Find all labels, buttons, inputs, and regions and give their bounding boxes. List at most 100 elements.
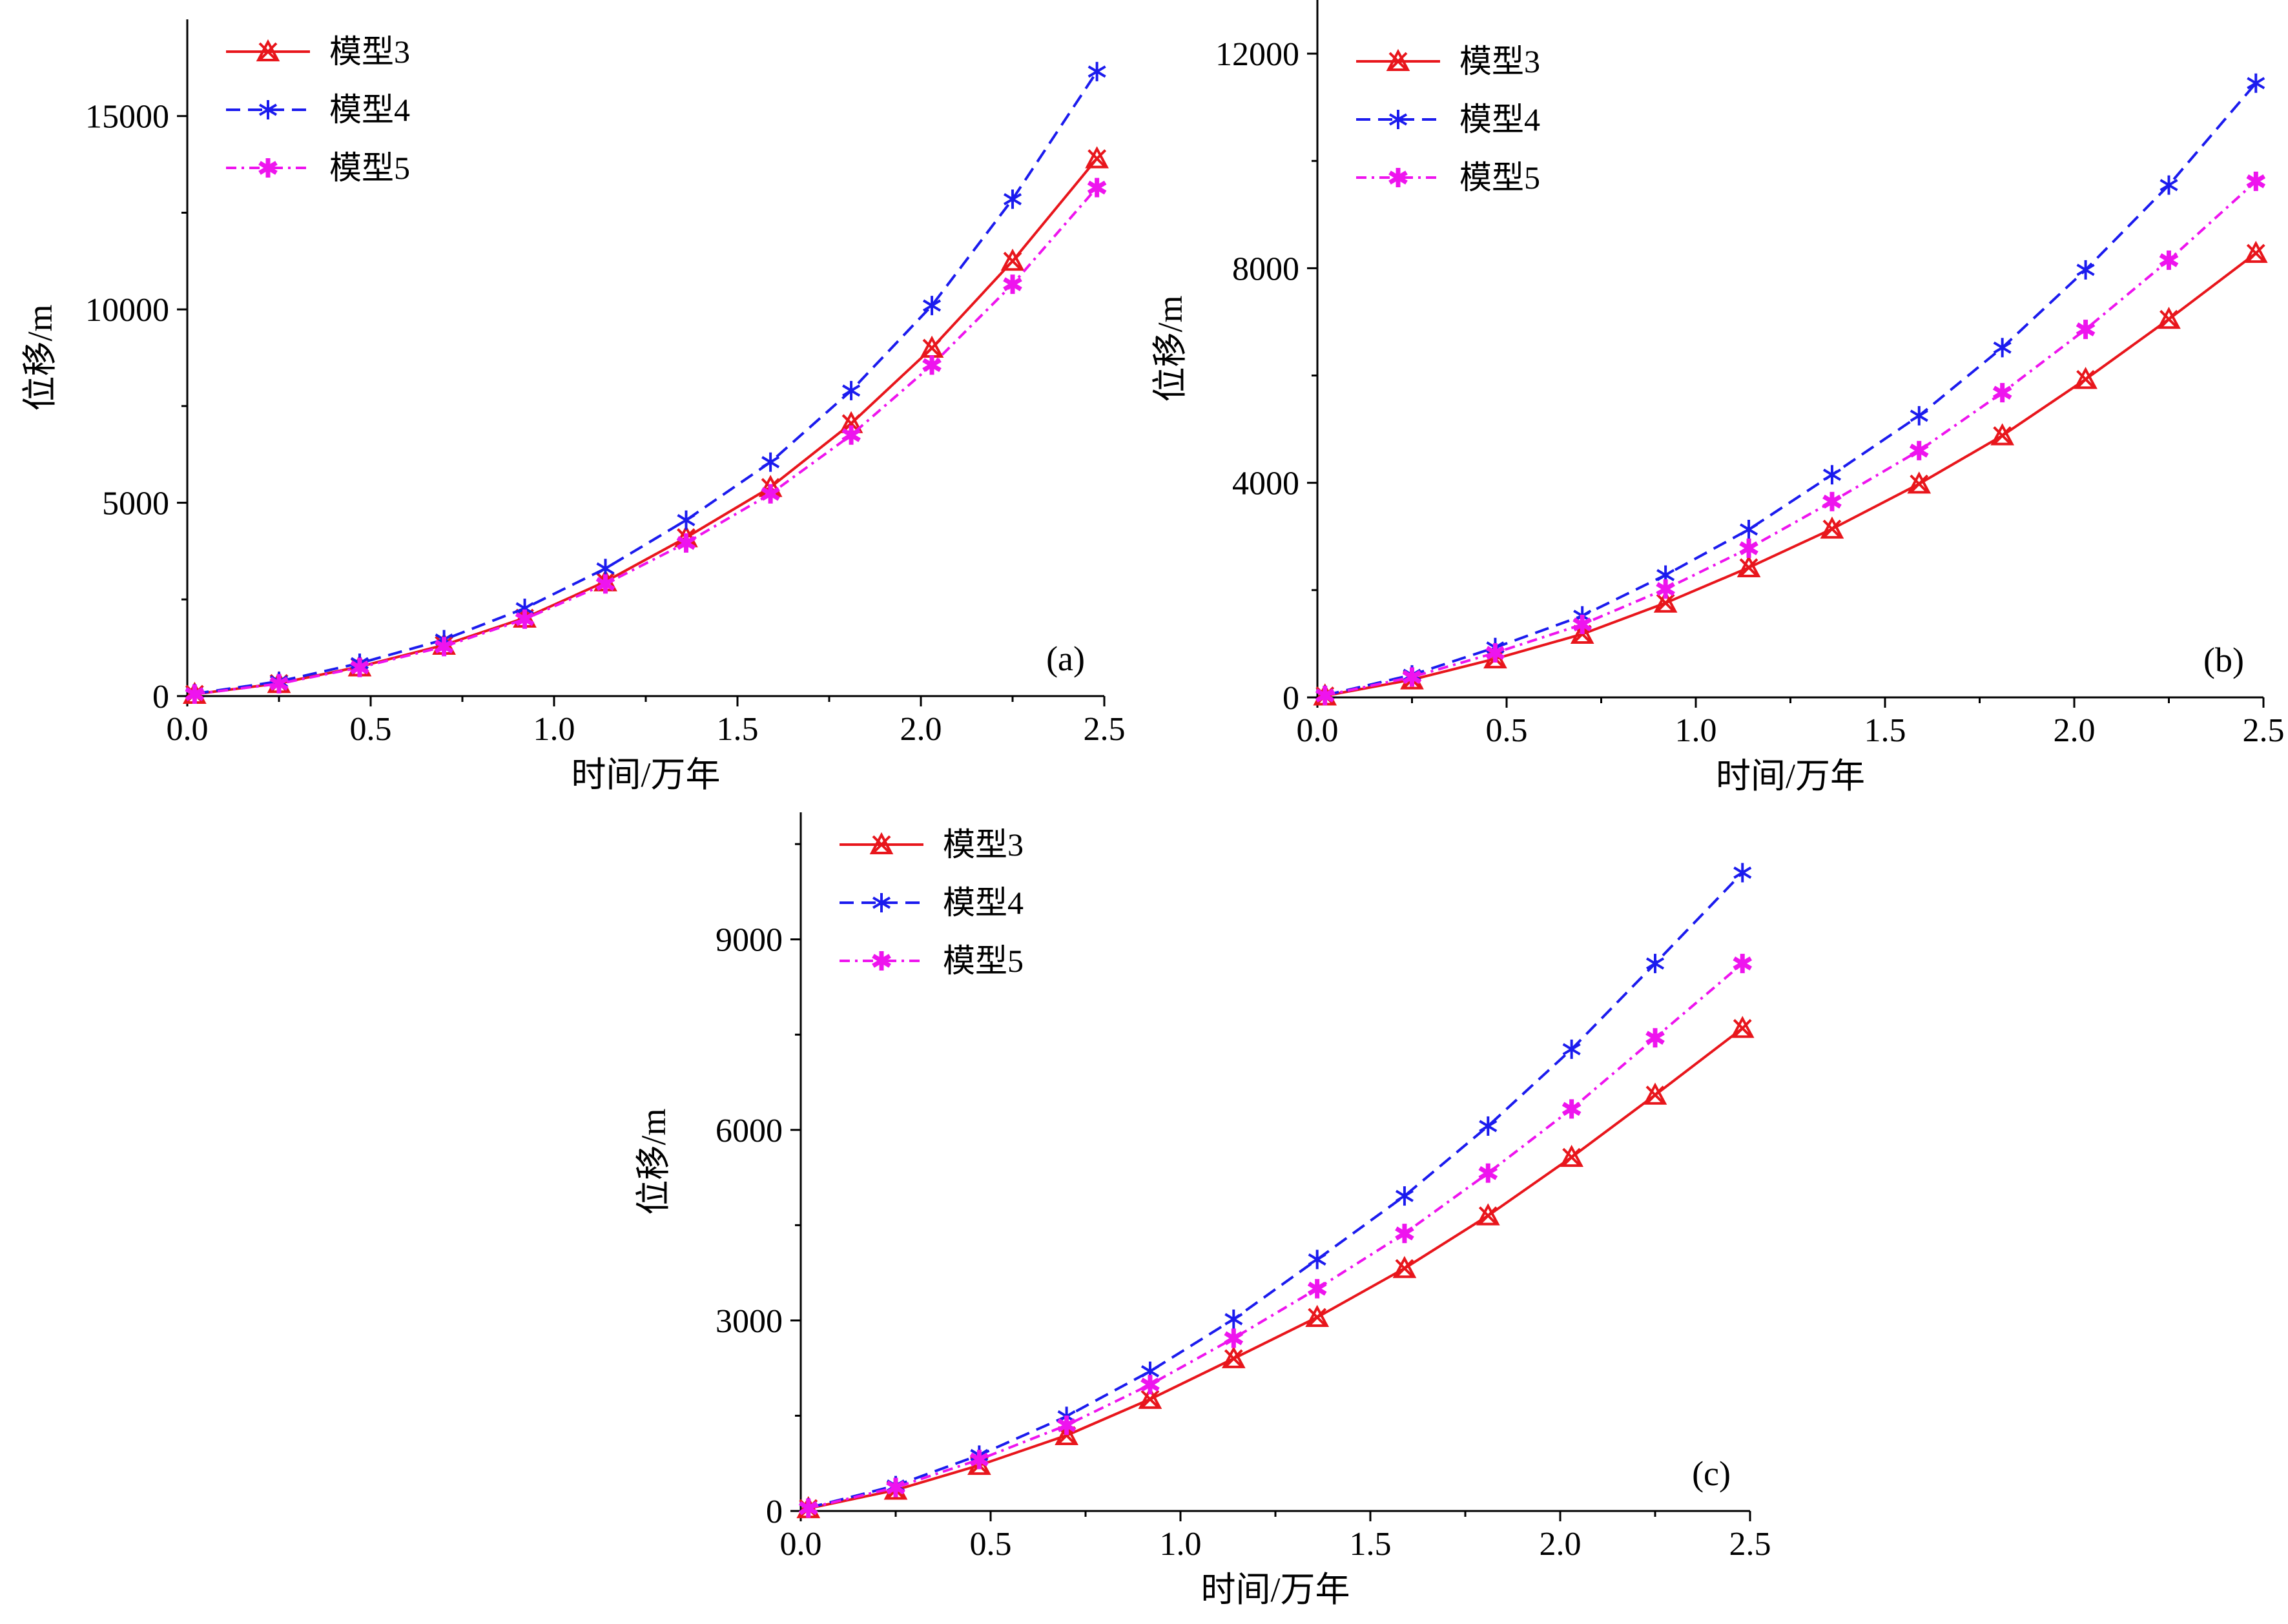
- y-tick-label: 12000: [1215, 36, 1299, 73]
- data-point-model4: [1645, 954, 1665, 974]
- data-point-model4: [2159, 175, 2178, 195]
- data-point-model3: [920, 335, 944, 358]
- data-point-model5: [1140, 1375, 1160, 1395]
- legend-label-model5: 模型5: [943, 943, 1024, 979]
- data-point-model4: [1822, 465, 1841, 485]
- y-tick-label: 4000: [1232, 466, 1299, 502]
- y-axis-title: 位移/m: [1151, 295, 1190, 402]
- data-point-model3: [1737, 555, 1761, 577]
- y-tick-label: 6000: [716, 1113, 783, 1149]
- data-point-model5: [2159, 250, 2179, 270]
- legend-marker-model3: [1386, 48, 1410, 71]
- y-tick-label: 3000: [716, 1303, 783, 1340]
- y-tick-label: 0: [766, 1494, 783, 1530]
- data-point-model5: [676, 533, 696, 553]
- data-point-model3: [1392, 1256, 1417, 1279]
- legend-label-model5: 模型5: [329, 150, 410, 186]
- data-point-model4: [923, 296, 942, 316]
- legend-label-model4: 模型4: [1459, 101, 1540, 138]
- data-point-model5: [886, 1477, 905, 1497]
- data-point-model4: [2076, 260, 2095, 280]
- legend-marker-model5: [258, 158, 278, 178]
- data-point-model4: [1003, 189, 1022, 209]
- data-point-model3: [1990, 423, 2015, 446]
- data-point-model5: [2246, 171, 2266, 191]
- data-point-model5: [1307, 1279, 1327, 1299]
- data-point-model3: [1000, 249, 1025, 271]
- data-point-model3: [1560, 1144, 1583, 1167]
- data-point-model4: [761, 452, 780, 472]
- data-point-model4: [1733, 863, 1752, 883]
- legend-marker-model3: [256, 39, 280, 61]
- data-point-model5: [1056, 1415, 1077, 1435]
- legend-label-model4: 模型4: [943, 885, 1024, 921]
- legend-marker-model4: [258, 100, 278, 119]
- data-point-model5: [1087, 178, 1107, 198]
- x-tick-label: 2.5: [2243, 712, 2285, 749]
- series-line-model5: [1324, 180, 2257, 697]
- data-point-model4: [1479, 1116, 1498, 1136]
- legend-marker-model5: [1388, 168, 1408, 187]
- x-tick-label: 0.0: [167, 711, 209, 748]
- data-point-model5: [1645, 1028, 1665, 1048]
- data-point-model3: [1907, 471, 1932, 494]
- data-point-model5: [515, 609, 535, 629]
- series-line-model4: [808, 872, 1744, 1510]
- data-point-model5: [1656, 579, 1675, 599]
- data-point-model5: [922, 355, 942, 375]
- y-tick-label: 15000: [85, 99, 169, 136]
- y-tick-label: 9000: [716, 922, 783, 959]
- legend-label-model4: 模型4: [329, 92, 410, 128]
- data-point-model5: [1739, 539, 1758, 559]
- x-tick-label: 2.0: [2054, 712, 2096, 749]
- data-point-model5: [1561, 1099, 1582, 1119]
- data-point-model5: [1909, 440, 1929, 460]
- data-point-model4: [1740, 519, 1758, 539]
- series-line-model3: [808, 1027, 1744, 1510]
- y-tick-label: 10000: [85, 292, 169, 329]
- panel-label: (b): [2203, 641, 2244, 679]
- x-tick-label: 0.5: [970, 1526, 1012, 1563]
- data-point-model3: [1221, 1346, 1246, 1368]
- x-tick-label: 0.5: [1486, 712, 1528, 749]
- series-line-model3: [194, 158, 1098, 695]
- data-point-model5: [1224, 1328, 1244, 1348]
- data-point-model4: [677, 510, 696, 530]
- data-point-model5: [1315, 686, 1335, 706]
- data-point-model5: [434, 637, 454, 657]
- y-tick-label: 5000: [102, 486, 169, 522]
- x-tick-label: 0.5: [350, 711, 392, 748]
- x-axis-title: 时间/万年: [571, 755, 720, 794]
- series-line-model4: [194, 70, 1098, 695]
- data-point-model3: [2243, 240, 2268, 263]
- legend-label-model5: 模型5: [1459, 159, 1540, 196]
- x-axis-title: 时间/万年: [1716, 757, 1865, 796]
- legend-label-model3: 模型3: [1459, 43, 1540, 79]
- x-tick-label: 1.5: [717, 711, 759, 748]
- data-point-model5: [350, 657, 369, 677]
- data-point-model4: [1562, 1039, 1581, 1059]
- x-tick-label: 1.5: [1350, 1526, 1392, 1563]
- data-point-model4: [1224, 1309, 1243, 1329]
- y-axis-title: 位移/m: [21, 304, 59, 411]
- y-tick-label: 0: [152, 679, 169, 715]
- data-point-model3: [1305, 1304, 1330, 1327]
- series-line-model4: [1324, 82, 2257, 697]
- legend-label-model3: 模型3: [329, 34, 410, 70]
- legend-marker-model4: [1388, 110, 1408, 129]
- x-tick-label: 2.0: [1540, 1526, 1582, 1563]
- data-point-model5: [1572, 615, 1592, 635]
- x-tick-label: 1.5: [1864, 712, 1906, 749]
- series-line-model5: [808, 962, 1744, 1510]
- data-point-model5: [1733, 954, 1753, 974]
- data-point-model5: [841, 425, 861, 445]
- data-point-model5: [2076, 320, 2096, 340]
- data-point-model3: [1820, 516, 1844, 539]
- data-point-model5: [798, 1498, 818, 1518]
- y-axis-title: 位移/m: [634, 1108, 673, 1215]
- data-point-model5: [1395, 1224, 1414, 1244]
- legend-marker-model5: [872, 951, 891, 971]
- data-point-model3: [1730, 1016, 1755, 1038]
- series-line-model5: [194, 187, 1098, 695]
